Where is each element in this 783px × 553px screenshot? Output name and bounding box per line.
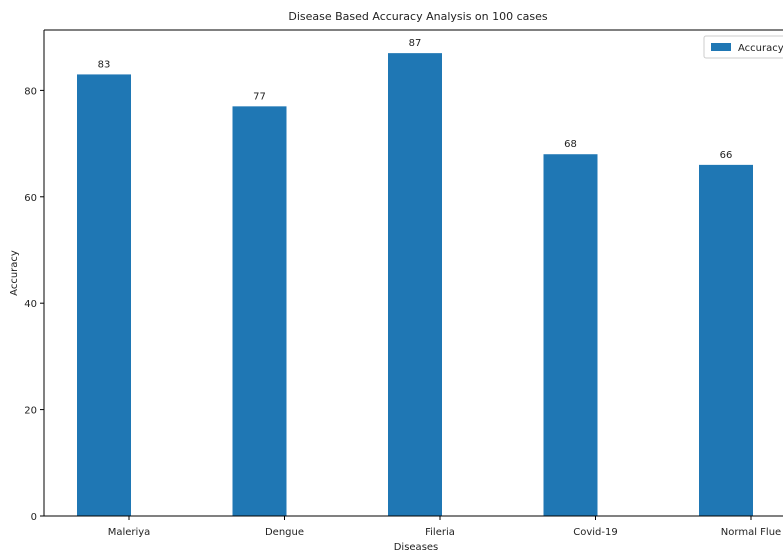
data-labels-group: 83 77 87 68 66	[98, 38, 733, 161]
data-label: 68	[564, 139, 577, 150]
bar-covid-19	[543, 154, 598, 516]
y-tick-label: 80	[24, 86, 37, 97]
x-axis-ticks: Maleriya Dengue Fileria Covid-19 Normal Flue	[108, 516, 781, 538]
legend: Accuracy	[703, 35, 783, 59]
y-tick-label: 40	[24, 299, 37, 310]
data-label: 77	[253, 91, 266, 102]
bar-dengue	[232, 106, 287, 517]
y-tick-label: 60	[24, 193, 37, 204]
bar-normal-flue	[699, 164, 753, 516]
legend-swatch	[711, 43, 731, 51]
bars-group	[77, 53, 753, 517]
data-label: 87	[409, 38, 422, 49]
chart-title: Disease Based Accuracy Analysis on 100 c…	[288, 10, 548, 23]
x-tick-label: Maleriya	[108, 527, 151, 538]
x-axis-label: Diseases	[394, 542, 439, 553]
x-tick-label: Fileria	[425, 527, 455, 538]
data-label: 66	[720, 150, 733, 161]
y-axis-label: Accuracy	[9, 250, 20, 296]
bar-fileria	[388, 53, 442, 517]
x-tick-label: Normal Flue	[721, 527, 781, 538]
data-label: 83	[98, 59, 111, 70]
bar-maleriya	[77, 74, 131, 516]
x-tick-label: Covid-19	[573, 527, 617, 538]
x-tick-label: Dengue	[265, 527, 304, 538]
y-tick-label: 0	[31, 512, 37, 523]
y-axis-ticks: 0 20 40 60 80	[24, 86, 44, 523]
legend-box	[703, 35, 783, 59]
y-tick-label: 20	[24, 406, 37, 417]
legend-label: Accuracy	[738, 43, 783, 54]
